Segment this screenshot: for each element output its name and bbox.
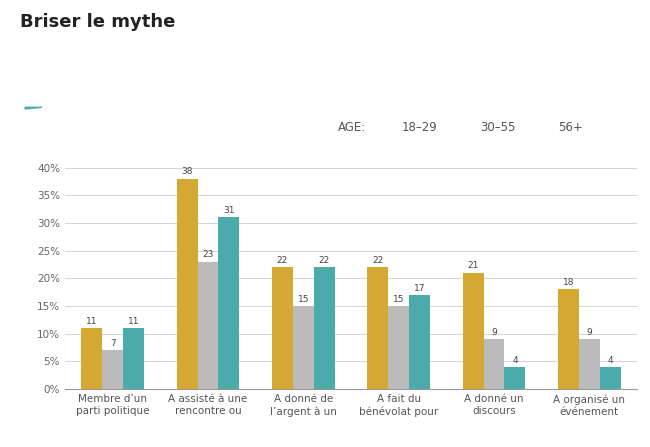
Text: 18: 18 — [563, 278, 574, 287]
Bar — [218, 217, 239, 389]
Text: 4: 4 — [608, 355, 613, 365]
Text: AGE:: AGE: — [338, 121, 366, 134]
Text: 15: 15 — [298, 295, 309, 304]
Text: 22: 22 — [372, 256, 383, 265]
Text: 15: 15 — [393, 295, 404, 304]
Bar — [579, 339, 600, 389]
Bar — [463, 273, 484, 389]
Text: Taux d’engagement: Taux d’engagement — [32, 84, 180, 97]
Polygon shape — [25, 107, 42, 109]
Bar — [409, 295, 430, 389]
Text: 21: 21 — [467, 261, 478, 270]
Text: 22: 22 — [318, 256, 330, 265]
Bar — [198, 261, 218, 389]
Text: 31: 31 — [223, 206, 235, 215]
Bar — [81, 328, 102, 389]
Text: 9: 9 — [491, 328, 497, 337]
Text: 4: 4 — [512, 355, 518, 365]
Bar — [272, 267, 293, 389]
Bar — [177, 179, 198, 389]
Bar — [367, 267, 388, 389]
Bar — [504, 367, 525, 389]
Text: 38: 38 — [181, 167, 193, 177]
Bar — [600, 367, 621, 389]
Text: 17: 17 — [414, 283, 425, 293]
Text: 11: 11 — [128, 317, 139, 326]
Text: 22: 22 — [277, 256, 288, 265]
Text: 30–55: 30–55 — [480, 121, 515, 134]
Bar — [558, 289, 579, 389]
Bar — [484, 339, 504, 389]
Text: 7: 7 — [110, 339, 116, 348]
Text: 11: 11 — [86, 317, 97, 326]
Text: 56+: 56+ — [558, 121, 582, 134]
Bar — [123, 328, 144, 389]
Bar — [314, 267, 335, 389]
Bar — [293, 306, 314, 389]
Bar — [102, 350, 123, 389]
Text: 9: 9 — [586, 328, 592, 337]
Text: Briser le mythe: Briser le mythe — [20, 13, 175, 31]
Text: 18–29: 18–29 — [402, 121, 437, 134]
Bar — [388, 306, 409, 389]
Text: 23: 23 — [202, 250, 214, 259]
